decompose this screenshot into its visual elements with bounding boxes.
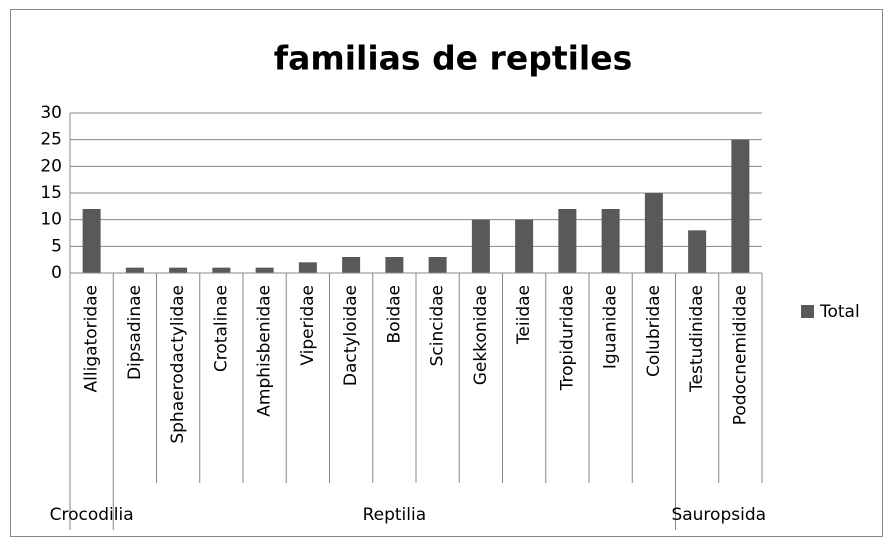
y-tick-label: 5 bbox=[51, 236, 62, 256]
x-tick-label: Dipsadinae bbox=[125, 285, 145, 380]
y-tick-label: 25 bbox=[40, 130, 62, 150]
bar bbox=[601, 209, 620, 273]
x-tick-label: Gekkonidae bbox=[471, 285, 491, 385]
y-tick-label: 20 bbox=[40, 156, 62, 176]
bar bbox=[385, 257, 404, 273]
y-tick-label: 15 bbox=[40, 183, 62, 203]
group-label: Crocodilia bbox=[50, 505, 134, 525]
bar bbox=[471, 219, 490, 273]
y-tick-label: 10 bbox=[40, 210, 62, 230]
bar bbox=[428, 257, 447, 273]
bar bbox=[342, 257, 361, 273]
x-tick-label: Crotalinae bbox=[211, 285, 231, 372]
x-tick-label: Scincidae bbox=[428, 285, 448, 366]
x-tick-label: Testudinidae bbox=[687, 285, 707, 393]
bar bbox=[169, 267, 188, 273]
chart-title: familias de reptiles bbox=[274, 39, 633, 78]
x-tick-label: Amphisbenidae bbox=[255, 285, 275, 417]
bar bbox=[298, 262, 317, 273]
legend-swatch bbox=[801, 305, 814, 318]
x-tick-label: Boidae bbox=[384, 285, 404, 343]
group-label: Sauropsida bbox=[671, 505, 766, 525]
x-tick-label: Sphaerodactylidae bbox=[168, 285, 188, 444]
x-tick-label: Colubridae bbox=[644, 285, 664, 377]
bar bbox=[558, 209, 577, 273]
bar bbox=[644, 193, 663, 273]
x-tick-label: Iguanidae bbox=[601, 285, 621, 369]
bar bbox=[82, 209, 101, 273]
x-tick-label: Podocnemididae bbox=[730, 285, 750, 425]
legend-label: Total bbox=[819, 302, 860, 322]
bar bbox=[688, 230, 707, 273]
y-tick-label: 30 bbox=[40, 103, 62, 123]
x-tick-label: Dactyloidae bbox=[341, 285, 361, 386]
bar bbox=[515, 219, 534, 273]
x-tick-label: Alligatoridae bbox=[82, 285, 102, 392]
x-tick-label: Teiidae bbox=[514, 285, 534, 345]
bar bbox=[212, 267, 231, 273]
bar bbox=[125, 267, 144, 273]
bar bbox=[731, 139, 750, 273]
x-tick-label: Viperidae bbox=[298, 285, 318, 366]
x-tick-label: Tropiduridae bbox=[557, 285, 577, 391]
group-label: Reptilia bbox=[363, 505, 427, 525]
y-tick-label: 0 bbox=[51, 263, 62, 283]
bar bbox=[255, 267, 274, 273]
